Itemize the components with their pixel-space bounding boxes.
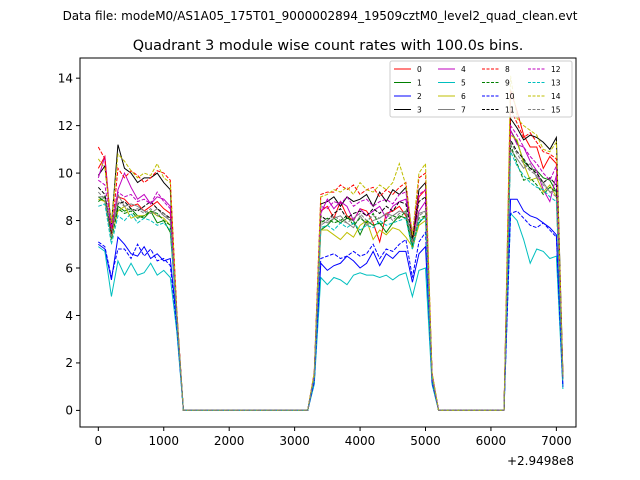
y-tick-label: 8: [65, 214, 73, 228]
y-tick-label: 14: [58, 71, 73, 85]
legend-label-11: 11: [505, 105, 515, 114]
y-tick-label: 0: [65, 404, 73, 418]
x-tick-label: 1000: [148, 434, 179, 448]
legend-label-0: 0: [417, 65, 422, 74]
y-tick-label: 10: [58, 166, 73, 180]
legend-label-1: 1: [417, 78, 422, 87]
legend-label-14: 14: [551, 92, 561, 101]
legend-label-6: 6: [461, 92, 466, 101]
legend-label-13: 13: [551, 78, 561, 87]
y-tick-label: 4: [65, 309, 73, 323]
series-line-14: [97, 75, 564, 411]
legend-label-10: 10: [505, 92, 515, 101]
series-line-15: [97, 140, 564, 411]
x-tick-label: 5000: [410, 434, 441, 448]
series-line-10: [98, 210, 564, 411]
y-axis: 0 2 4 6 8 10 12 14: [58, 71, 80, 418]
x-tick-label: 7000: [541, 434, 572, 448]
x-tick-label: 6000: [476, 434, 507, 448]
x-tick-label: 3000: [279, 434, 310, 448]
y-tick-label: 6: [65, 261, 73, 275]
x-tick-label: 4000: [345, 434, 376, 448]
x-axis-offset-label: +2.9498e8: [507, 454, 574, 468]
x-tick-label: 0: [95, 434, 103, 448]
legend-frame: [389, 60, 573, 118]
legend-label-4: 4: [461, 65, 466, 74]
chart-title: Quadrant 3 module wise count rates with …: [133, 38, 524, 54]
axes-frame: [79, 57, 577, 428]
legend-label-2: 2: [417, 92, 422, 101]
x-tick-label: 2000: [214, 434, 245, 448]
series-layer: [97, 75, 564, 411]
legend-label-15: 15: [551, 105, 561, 114]
legend-label-3: 3: [417, 105, 422, 114]
y-tick-label: 2: [65, 356, 73, 370]
y-tick-label: 12: [58, 119, 73, 133]
x-axis: 0 1000 2000 3000 4000 5000 6000 7000: [95, 427, 572, 448]
legend-label-9: 9: [505, 78, 510, 87]
legend-label-7: 7: [461, 105, 466, 114]
chart-suptitle: Data file: modeM0/AS1A05_175T01_90000028…: [63, 9, 578, 23]
legend-label-5: 5: [461, 78, 466, 87]
legend-label-8: 8: [505, 65, 510, 74]
legend-label-12: 12: [551, 65, 561, 74]
